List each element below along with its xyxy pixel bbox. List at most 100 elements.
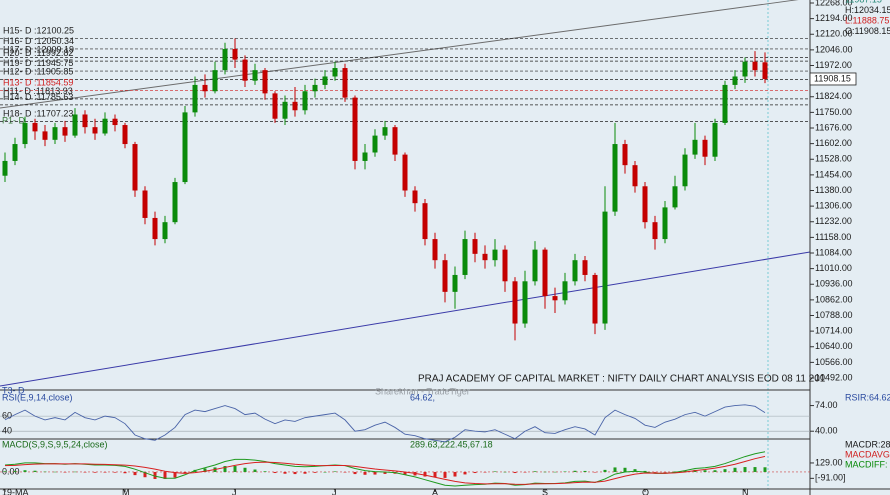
histogram-bar — [143, 471, 147, 478]
candle-body — [12, 144, 18, 161]
candle-body — [692, 139, 698, 155]
candle-body — [262, 70, 268, 94]
level-label: H13- D :11854.59 — [3, 78, 73, 88]
level-name: H14- D : — [3, 92, 37, 102]
y-tick-label: 11010.00 — [815, 263, 852, 273]
y-tick-label: 129.00 — [815, 457, 843, 467]
x-tick-label: J — [232, 487, 237, 495]
candle-body — [502, 249, 508, 282]
histogram-bar — [583, 470, 587, 472]
ohlc-readout: 11987.15 — [845, 0, 882, 4]
histogram-bar — [223, 466, 227, 472]
level-label: H11- D :11813.93 — [3, 86, 73, 96]
histogram-bar — [43, 471, 47, 473]
candle-body — [302, 91, 308, 111]
histogram-bar — [603, 469, 607, 472]
level-name: H20- D : — [3, 48, 37, 58]
histogram-bar — [363, 471, 367, 475]
y-tick-label: 60 — [2, 411, 12, 421]
x-tick-label: S — [542, 487, 548, 495]
histogram-bar — [423, 471, 427, 477]
histogram-bar — [343, 471, 347, 473]
histogram-bar — [463, 471, 467, 475]
macd-right-readout: MACDAVG: — [845, 449, 890, 459]
x-tick-label: A — [432, 487, 438, 495]
candle-body — [162, 222, 168, 240]
histogram-bar — [493, 471, 497, 472]
histogram-bar — [163, 471, 167, 479]
x-tick-label: 19-MA — [2, 487, 29, 495]
candle-body — [242, 59, 248, 81]
candle-body — [182, 112, 188, 183]
histogram-bar — [683, 470, 687, 472]
corner-label: T3- D — [2, 385, 25, 395]
x-tick-label: M — [122, 487, 130, 495]
histogram-bar — [23, 470, 27, 472]
histogram-bar — [573, 470, 577, 472]
histogram-bar — [443, 471, 447, 478]
histogram-bar — [453, 471, 457, 477]
y-tick-label: 11158.00 — [815, 232, 851, 242]
candle-body — [672, 186, 678, 208]
candle-body — [42, 131, 48, 140]
level-name: H11- D : — [3, 86, 36, 96]
histogram-bar — [83, 471, 87, 473]
candle-body — [72, 114, 78, 136]
histogram-bar — [643, 470, 647, 472]
histogram-bar — [593, 471, 597, 473]
candle-body — [632, 165, 638, 187]
histogram-bar — [103, 471, 107, 473]
histogram-bar — [3, 471, 7, 472]
y-tick-label: 11084.00 — [815, 247, 852, 257]
trend-line — [0, 251, 811, 387]
last-price-box — [809, 72, 857, 86]
candle-body — [412, 190, 418, 204]
y-tick-label: 74.00 — [815, 400, 838, 410]
candle-body — [82, 114, 88, 128]
candle-body — [402, 154, 408, 191]
candle-body — [212, 70, 218, 92]
y-tick-label: 10714.00 — [815, 326, 853, 336]
candle-body — [102, 118, 108, 134]
histogram-bar — [133, 471, 137, 476]
macd-right-readout: MACDIFF: — [845, 459, 888, 469]
histogram-bar — [203, 468, 207, 472]
histogram-bar — [403, 471, 407, 475]
histogram-bar — [653, 471, 657, 473]
histogram-bar — [233, 466, 237, 472]
histogram-bar — [13, 470, 17, 472]
histogram-bar — [523, 471, 527, 473]
level-value: 11813.93 — [36, 86, 73, 96]
candle-body — [202, 84, 208, 92]
candle-body — [142, 190, 148, 218]
y-tick-label: 11602.00 — [815, 138, 852, 148]
histogram-bar — [323, 471, 327, 473]
candle-body — [152, 217, 158, 240]
histogram-bar — [53, 471, 57, 473]
level-name: H16- D : — [3, 36, 37, 46]
histogram-bar — [123, 471, 127, 474]
y-tick-label: 11750.00 — [815, 107, 852, 117]
level-value: 12009.19 — [37, 45, 75, 55]
rsi-right-readout: RSIR:64.62 — [845, 392, 890, 402]
histogram-bar — [743, 467, 747, 472]
pivot-label: P1- D — [2, 115, 26, 125]
level-label: H15- D :12100.25 — [3, 26, 74, 36]
candle-body — [392, 127, 398, 155]
histogram-bar — [533, 471, 537, 472]
histogram-bar — [663, 471, 667, 473]
level-name: H19- D : — [3, 58, 37, 68]
candle-body — [622, 144, 628, 166]
histogram-bar — [63, 471, 67, 473]
histogram-bar — [33, 470, 37, 472]
candle-body — [462, 239, 468, 275]
macd-line — [4, 451, 766, 487]
level-value: 11707.23 — [37, 109, 74, 119]
histogram-bar — [113, 471, 117, 473]
histogram-bar — [273, 471, 277, 474]
level-value: 11992.82 — [37, 48, 74, 58]
candle-body — [482, 253, 488, 261]
